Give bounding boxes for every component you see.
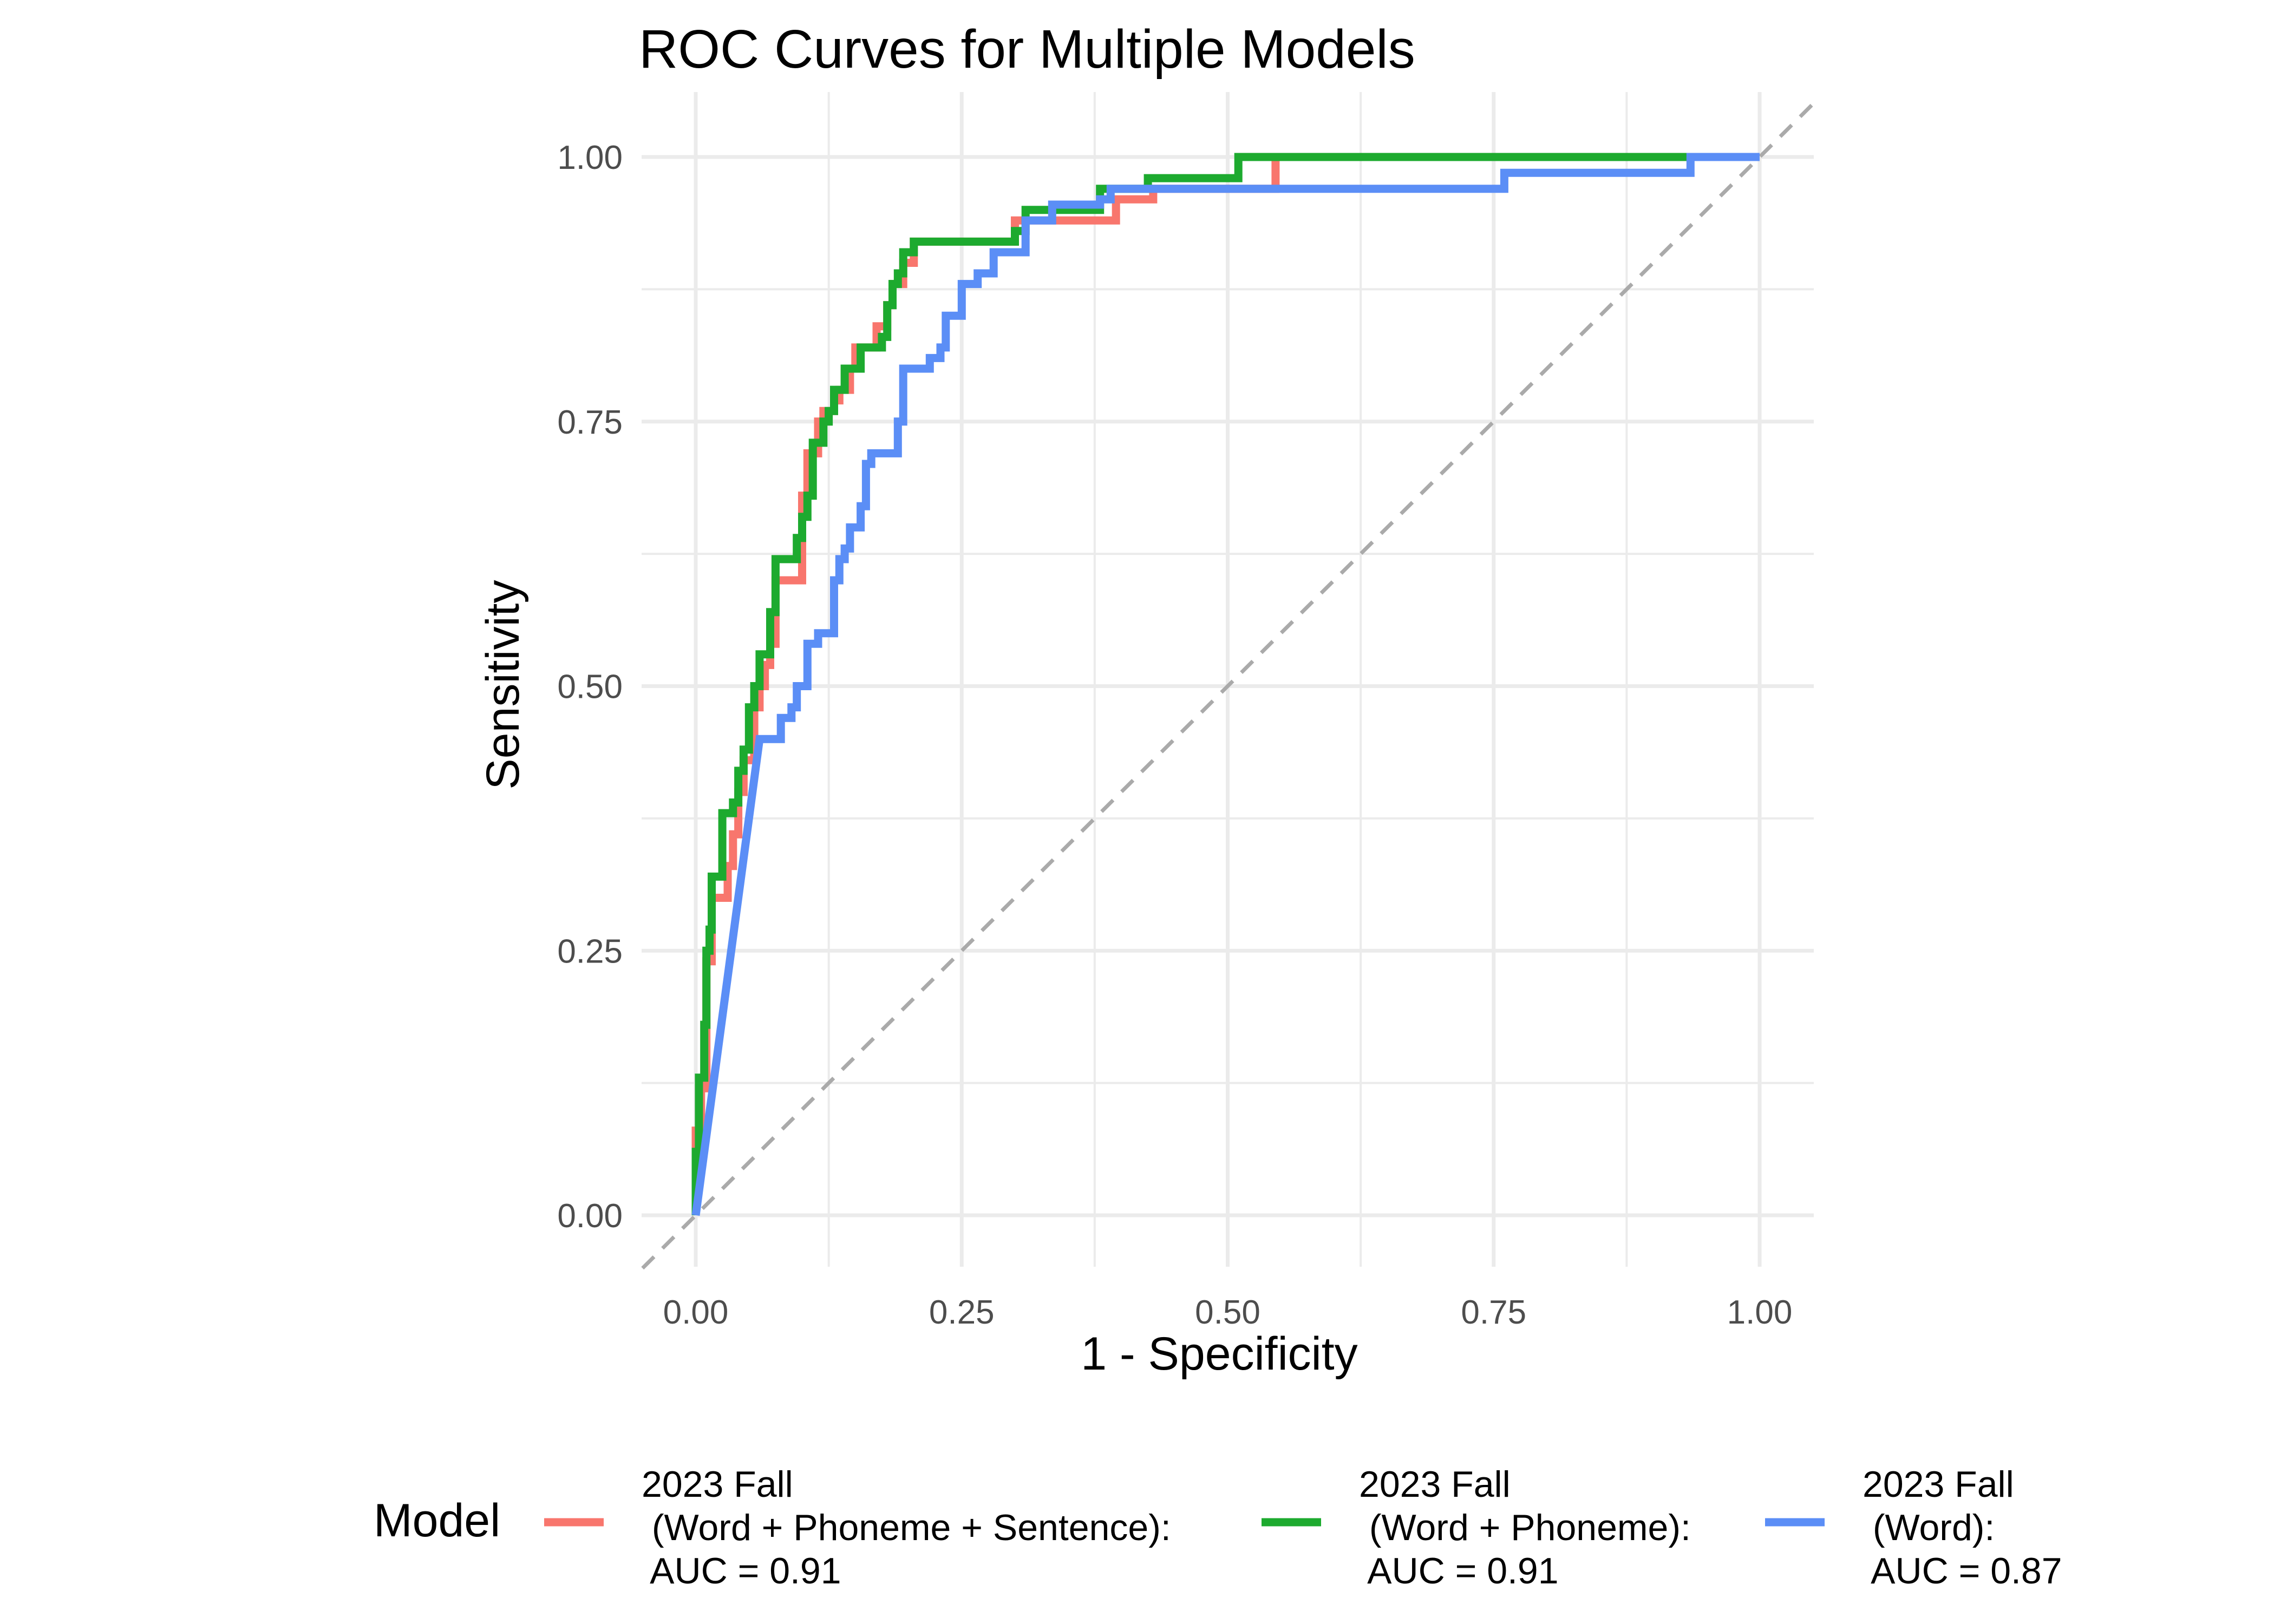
x-tick-label: 0.00 bbox=[663, 1294, 729, 1331]
legend-items: 2023 Fall (Word + Phoneme + Sentence): A… bbox=[544, 1464, 2062, 1592]
x-tick-label: 0.75 bbox=[1461, 1294, 1526, 1331]
x-tick-label: 0.50 bbox=[1195, 1294, 1260, 1331]
y-axis-title: Sensitivity bbox=[477, 580, 529, 789]
legend-label: 2023 Fall (Word + Phoneme): AUC = 0.91 bbox=[1359, 1464, 1691, 1592]
series-layer bbox=[691, 153, 1760, 1216]
y-tick-label: 0.50 bbox=[557, 669, 623, 706]
roc-series-line-2 bbox=[691, 153, 1760, 1215]
x-tick-label: 0.25 bbox=[929, 1294, 995, 1331]
x-axis-title: 1 - Specificity bbox=[1081, 1328, 1357, 1380]
legend-label: 2023 Fall (Word + Phoneme + Sentence): A… bbox=[642, 1464, 1171, 1592]
legend-label: 2023 Fall (Word): AUC = 0.87 bbox=[1863, 1464, 2062, 1592]
y-tick-label: 0.25 bbox=[557, 933, 623, 970]
y-tick-label: 1.00 bbox=[557, 139, 623, 176]
legend-item-1: 2023 Fall (Word + Phoneme + Sentence): A… bbox=[544, 1464, 1171, 1592]
tick-labels: 0.00 0.25 0.50 0.75 1.00 0.00 0.25 0.50 0.75 1.00 bbox=[557, 139, 1792, 1331]
grid bbox=[642, 92, 1814, 1267]
x-tick-label: 1.00 bbox=[1727, 1294, 1793, 1331]
legend-item-3: 2023 Fall (Word): AUC = 0.87 bbox=[1765, 1464, 2062, 1592]
y-tick-label: 0.75 bbox=[557, 404, 623, 441]
y-tick-label: 0.00 bbox=[557, 1197, 623, 1235]
roc-series-line-3 bbox=[691, 153, 1760, 1216]
reference-diagonal-line bbox=[641, 102, 1814, 1270]
legend-title: Model bbox=[374, 1495, 500, 1547]
legend-item-2: 2023 Fall (Word + Phoneme): AUC = 0.91 bbox=[1262, 1464, 1691, 1592]
chart-title: ROC Curves for Multiple Models bbox=[639, 19, 1415, 80]
reference-line-layer bbox=[641, 102, 1814, 1270]
legend: Model 2023 Fall (Word + Phoneme + Senten… bbox=[374, 1464, 2062, 1592]
